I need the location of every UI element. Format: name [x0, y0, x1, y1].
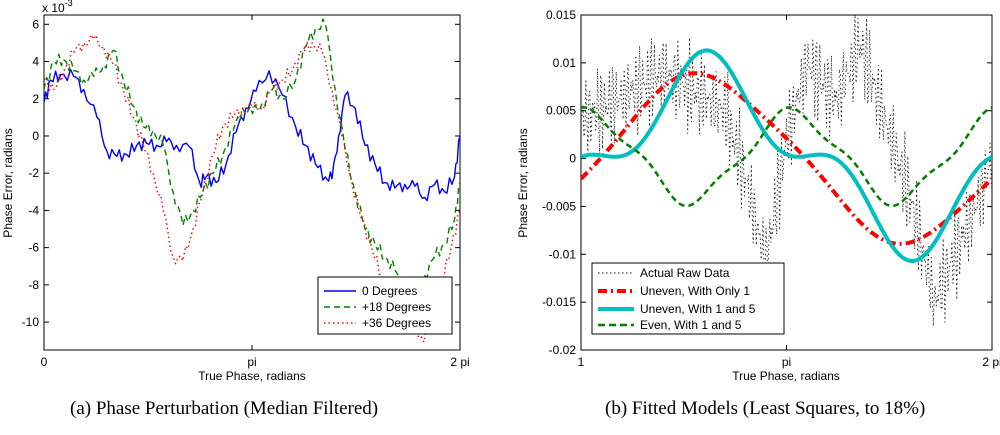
panel-b: 0.015 0.01 0.005 0 -0.005 -0.01 -0.015 -0.02 1 p…: [516, 8, 1000, 383]
caption-b: (b) Fitted Models (Least Squares, to 18%…: [605, 398, 926, 419]
legend-label-18-degrees: +18 Degrees: [362, 300, 431, 314]
legend-label-uneven-1: Uneven, With Only 1: [640, 284, 750, 298]
x-tick-label: pi: [782, 355, 791, 369]
legend-box-a: [317, 276, 453, 335]
y-tick-label: -6: [28, 241, 39, 255]
y-tick-label: -4: [28, 203, 39, 217]
y-tick-label: 6: [32, 17, 39, 31]
series-even-with-1-and-5: [581, 106, 992, 208]
y-tick-label: 0: [569, 152, 576, 166]
legend-a: 0 Degrees +18 Degrees +36 Degrees: [317, 276, 453, 335]
y-tick-label: -0.02: [549, 343, 577, 357]
x-axis-a: 0 pi 2 pi: [41, 15, 470, 369]
legend-box-b: [591, 262, 785, 335]
y-tick-label: 4: [32, 55, 39, 69]
series-18-degrees: [44, 18, 460, 301]
legend-label-36-degrees: +36 Degrees: [362, 316, 431, 330]
y-tick-label: -2: [28, 166, 39, 180]
x-axis-label-a: True Phase, radians: [198, 369, 306, 383]
x-tick-label: pi: [247, 355, 256, 369]
legend-label-0-degrees: 0 Degrees: [362, 284, 417, 298]
y-tick-label: -0.015: [542, 295, 576, 309]
x-axis-label-b: True Phase, radians: [732, 369, 840, 383]
plot-area-b: [580, 14, 993, 351]
x-tick-label: 2 pi: [982, 355, 1000, 369]
legend-label-raw-data: Actual Raw Data: [640, 266, 730, 280]
y-tick-label: 2: [32, 92, 39, 106]
series-uneven-with-only-1: [581, 71, 992, 246]
y-tick-label: 0.015: [546, 8, 576, 22]
legend-label-uneven-1-5: Uneven, With 1 and 5: [640, 302, 756, 316]
panel-a: 6 4 2 0 -2 -4 -6 -8 -10 0 pi 2 pi x 10-3 True Phas…: [1, 0, 470, 383]
series-uneven-with-1-and-5: [581, 48, 992, 263]
legend-b: Actual Raw Data Uneven, With Only 1 Unev…: [591, 262, 785, 335]
x-tick-label: 2 pi: [450, 355, 469, 369]
y-tick-label: -10: [22, 315, 40, 329]
x-tick-label: 0: [41, 355, 48, 369]
legend-label-even-1-5: Even, With 1 and 5: [640, 318, 742, 332]
y-axis-label-b: Phase Error, radians: [516, 128, 530, 237]
series-0-degrees: [44, 68, 460, 202]
x-tick-label: 1: [578, 355, 585, 369]
y-axis-label-a: Phase Error, radians: [1, 128, 15, 237]
y-tick-label: 0: [32, 129, 39, 143]
x-axis-b: 1 pi 2 pi: [578, 15, 1000, 369]
exponent-label-a: x 10-3: [42, 0, 73, 15]
series-group-b: [581, 15, 992, 327]
caption-a: (a) Phase Perturbation (Median Filtered): [70, 398, 379, 419]
y-tick-label: -0.005: [542, 199, 576, 213]
y-tick-label: 0.01: [553, 56, 577, 70]
y-tick-label: -8: [28, 278, 39, 292]
y-tick-label: -0.01: [549, 247, 577, 261]
y-tick-label: 0.005: [546, 104, 576, 118]
y-axis-a: 6 4 2 0 -2 -4 -6 -8 -10: [22, 17, 460, 329]
y-axis-b: 0.015 0.01 0.005 0 -0.005 -0.01 -0.015 -0.02: [542, 8, 992, 357]
